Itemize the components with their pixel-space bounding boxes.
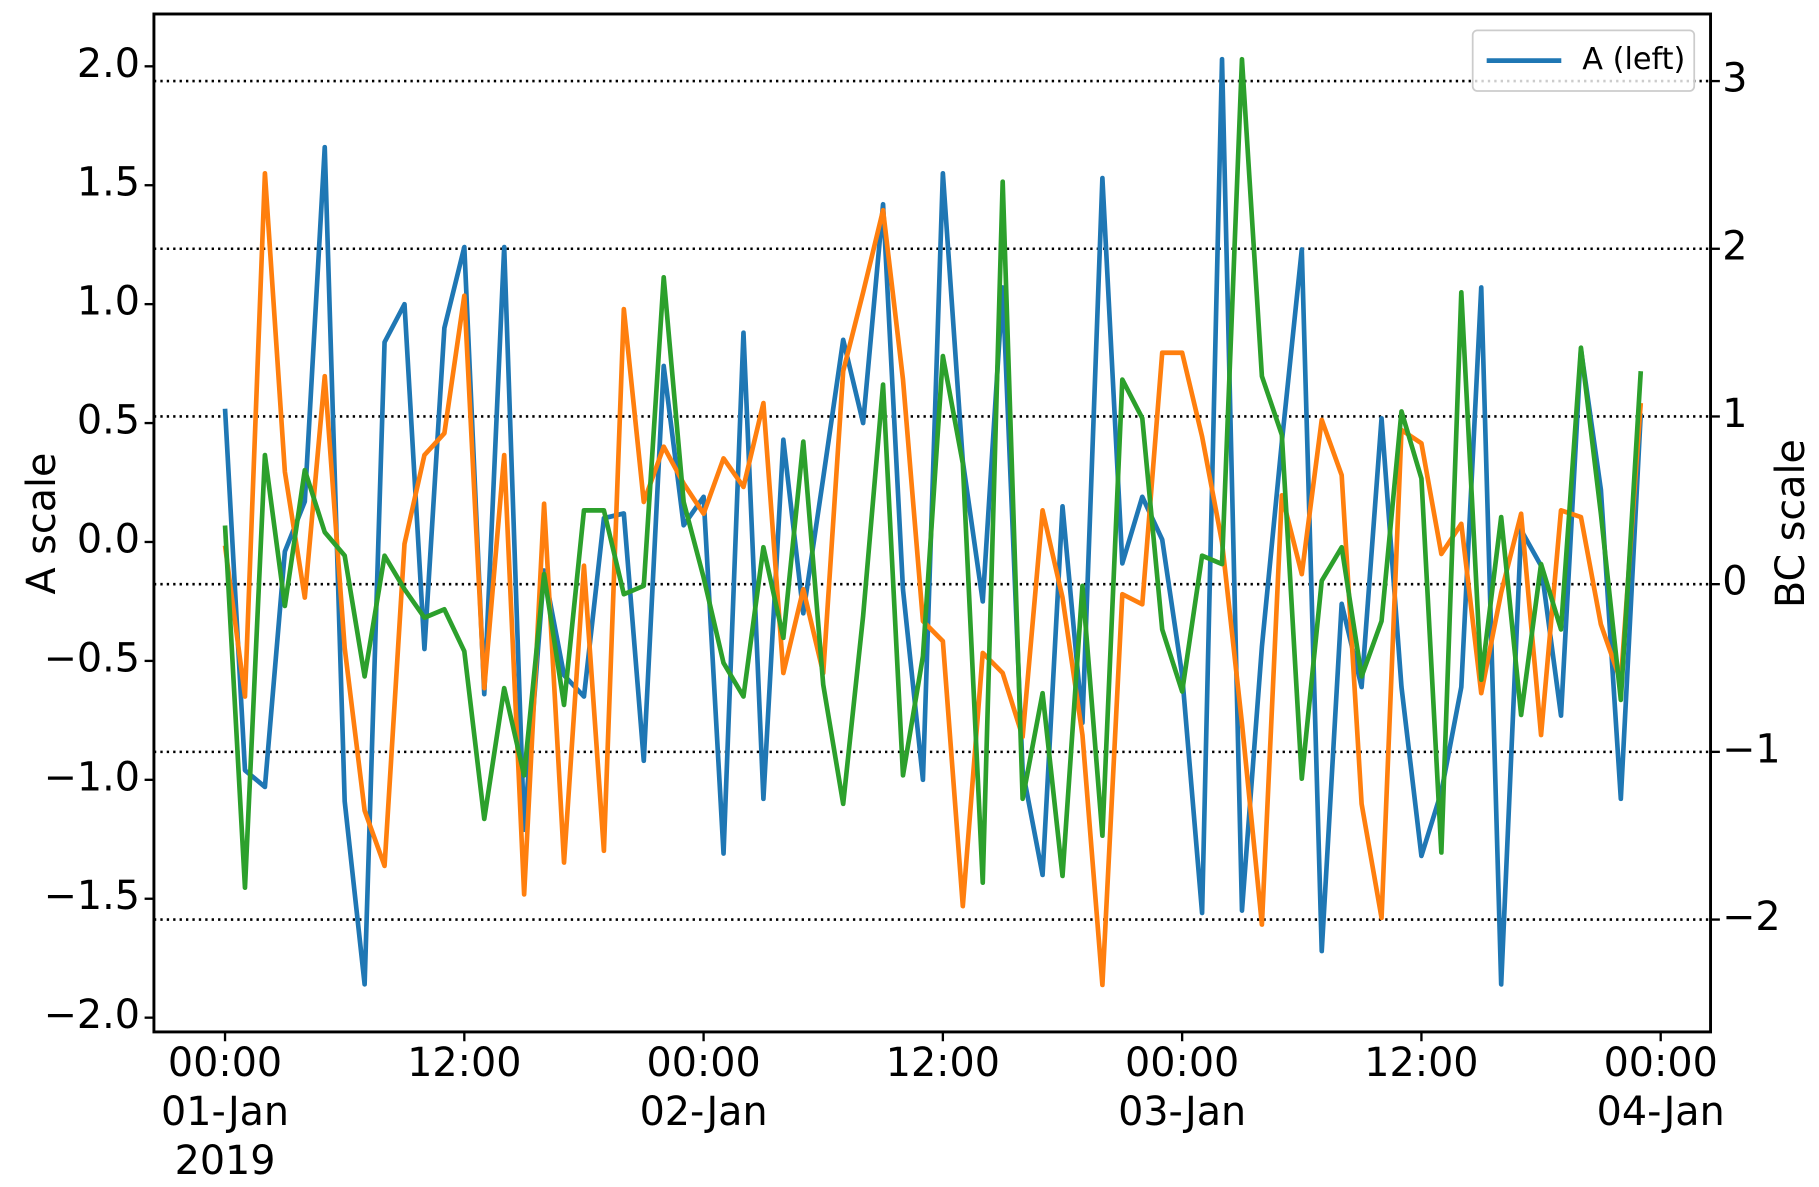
x-tick-label-line: 00:00 (168, 1040, 282, 1086)
x-tick-label-line: 12:00 (886, 1040, 1000, 1086)
y-tick-label: −1.0 (44, 754, 140, 800)
x-tick-label-line: 04-Jan (1597, 1089, 1725, 1135)
y-tick-label: 0.0 (77, 516, 140, 562)
y2-tick-label: 1 (1722, 391, 1747, 437)
y2-tick-label: 0 (1722, 559, 1747, 605)
x-tick-label-line: 02-Jan (640, 1089, 768, 1135)
x-tick-label: 00:00 04-Jan (1597, 1040, 1725, 1135)
x-tick-label-line: 03-Jan (1118, 1089, 1246, 1135)
x-tick-label-line: 12:00 (407, 1040, 521, 1086)
y-axis-label: A scale (19, 453, 65, 595)
x-tick-label-line: 00:00 (1125, 1040, 1239, 1086)
x-tick-label: 12:00 (1364, 1040, 1478, 1086)
y-tick-label: 0.5 (77, 398, 140, 444)
y2-tick-label: 2 (1722, 223, 1747, 269)
y-tick-label: −0.5 (44, 635, 140, 681)
y2-tick-label: −1 (1722, 726, 1780, 772)
x-tick-label: 12:00 (886, 1040, 1000, 1086)
y-tick-label: 2.0 (77, 41, 140, 87)
y-tick-label: −1.5 (44, 873, 140, 919)
y-tick-label: −2.0 (44, 992, 140, 1038)
x-tick-label: 12:00 (407, 1040, 521, 1086)
y2-tick-label: −2 (1722, 894, 1780, 940)
legend-label: A (left) (1582, 42, 1685, 77)
data-line (222, 56, 1644, 891)
legend-box (1471, 29, 1696, 92)
y-tick-label: 1.5 (77, 160, 140, 206)
data-line (222, 170, 1644, 988)
x-tick-label-line: 00:00 (646, 1040, 760, 1086)
plot-frame (152, 12, 1713, 1034)
x-tick-label: 00:00 02-Jan (640, 1040, 768, 1135)
x-tick-label: 00:00 01-Jan 2019 (161, 1040, 289, 1184)
y2-axis-label: BC scale (1768, 439, 1814, 608)
x-tick-label-line: 12:00 (1364, 1040, 1478, 1086)
x-tick-label-line: 00:00 (1604, 1040, 1718, 1086)
x-tick-label-line: 2019 (175, 1138, 276, 1184)
x-tick-label: 00:00 03-Jan (1118, 1040, 1246, 1135)
y-tick-label: 1.0 (77, 279, 140, 325)
x-tick-label-line: 01-Jan (161, 1089, 289, 1135)
y2-tick-label: 3 (1722, 56, 1747, 102)
